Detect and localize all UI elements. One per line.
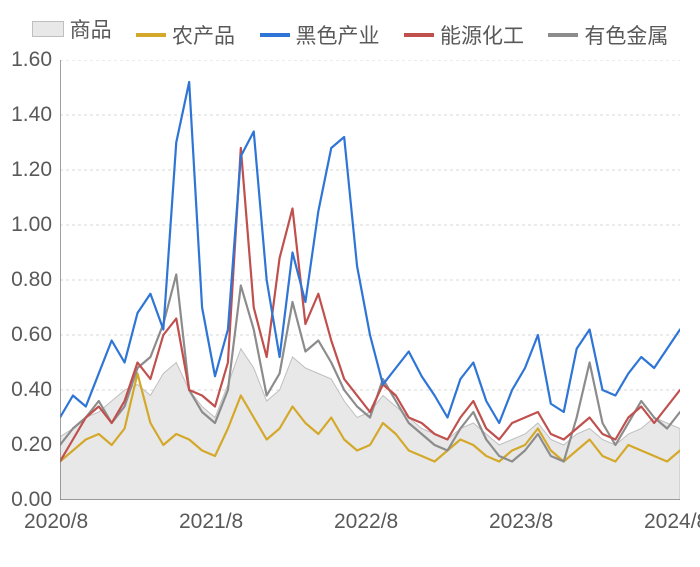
legend-swatch-commodity xyxy=(32,21,64,37)
chart-container: 商品 农产品 黑色产业 能源化工 有色金属 0.00 0.20 0.40 0.60 0.… xyxy=(0,0,700,567)
legend-item-ferrous: 黑色产业 xyxy=(260,20,380,50)
y-tick-label: 0.20 xyxy=(11,433,52,457)
y-tick-label: 0.40 xyxy=(11,378,52,402)
legend-label-commodity: 商品 xyxy=(70,14,112,44)
legend-item-commodity: 商品 xyxy=(32,14,112,44)
legend-item-nonferrous: 有色金属 xyxy=(548,20,668,50)
x-tick-label: 2024/8 xyxy=(644,510,700,534)
legend-swatch-agri xyxy=(136,33,166,37)
legend: 商品 农产品 黑色产业 能源化工 有色金属 xyxy=(0,14,700,50)
legend-label-energy: 能源化工 xyxy=(440,20,524,50)
x-tick-label: 2020/8 xyxy=(24,510,88,534)
x-tick-label: 2022/8 xyxy=(334,510,398,534)
plot-area xyxy=(60,60,680,500)
legend-label-ferrous: 黑色产业 xyxy=(296,20,380,50)
y-tick-label: 1.00 xyxy=(11,213,52,237)
legend-swatch-energy xyxy=(404,33,434,37)
y-tick-label: 1.60 xyxy=(11,48,52,72)
legend-swatch-ferrous xyxy=(260,33,290,37)
y-tick-label: 0.60 xyxy=(11,323,52,347)
legend-label-agri: 农产品 xyxy=(172,20,235,50)
y-tick-label: 1.20 xyxy=(11,158,52,182)
x-tick-label: 2021/8 xyxy=(179,510,243,534)
legend-swatch-nonferrous xyxy=(548,33,578,37)
legend-item-agri: 农产品 xyxy=(136,20,235,50)
y-tick-label: 0.00 xyxy=(11,488,52,512)
y-tick-label: 0.80 xyxy=(11,268,52,292)
legend-item-energy: 能源化工 xyxy=(404,20,524,50)
y-tick-label: 1.40 xyxy=(11,103,52,127)
legend-label-nonferrous: 有色金属 xyxy=(584,20,668,50)
x-tick-label: 2023/8 xyxy=(489,510,553,534)
